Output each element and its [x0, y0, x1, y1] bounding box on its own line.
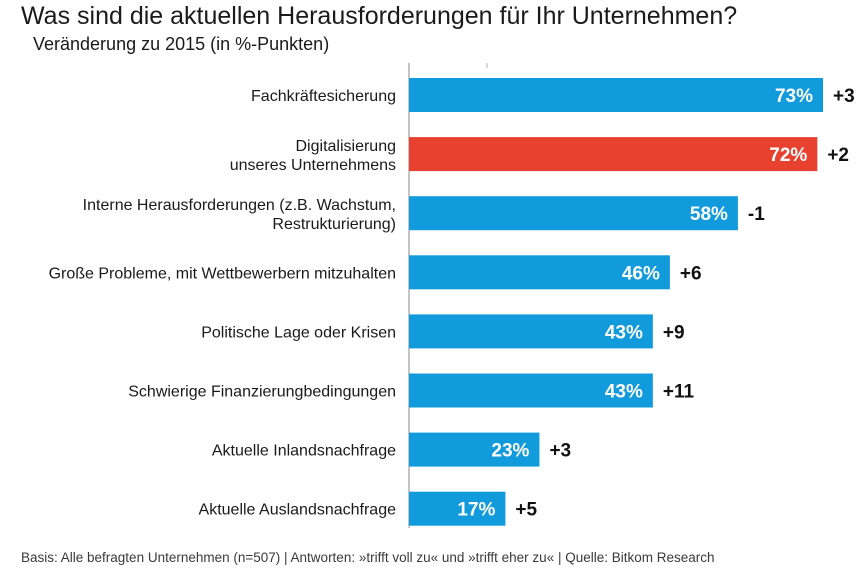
- category-label: Aktuelle Auslandsnachfrage: [199, 502, 397, 519]
- bar-value-label: 46%: [622, 263, 660, 284]
- bar-value-label: 23%: [491, 441, 529, 462]
- change-label: +11: [663, 382, 695, 403]
- chart-title: Was sind die aktuellen Herausforderungen…: [21, 2, 738, 30]
- category-label: Interne Herausforderungen (z.B. Wachstum…: [83, 197, 396, 214]
- bar-value-label: 73%: [775, 86, 813, 107]
- category-label: Schwierige Finanzierungbedingungen: [128, 384, 396, 401]
- bar: [409, 491, 506, 526]
- category-label: Große Probleme, mit Wettbewerbern mitzuh…: [49, 265, 396, 282]
- bar-value-label: 43%: [605, 322, 643, 343]
- change-label: -1: [748, 204, 765, 225]
- category-label: Digitalisierung: [296, 138, 397, 155]
- bar: [409, 137, 818, 172]
- bar-value-label: 17%: [457, 500, 495, 521]
- bar: [409, 314, 653, 349]
- bar-value-label: 43%: [605, 382, 643, 403]
- change-label: +9: [663, 322, 685, 343]
- category-label: Restrukturierung): [272, 216, 396, 233]
- bar: [409, 373, 653, 408]
- bar: [409, 432, 540, 467]
- category-label: unseres Unternehmens: [230, 157, 396, 174]
- chart-subtitle: Veränderung zu 2015 (in %-Punkten): [33, 34, 330, 54]
- bar-value-label: 72%: [769, 145, 807, 166]
- category-label: Aktuelle Inlandsnachfrage: [212, 443, 396, 460]
- change-label: +3: [833, 86, 855, 107]
- source-footnote: Basis: Alle befragten Unternehmen (n=507…: [21, 550, 715, 565]
- bar-value-label: 58%: [690, 204, 728, 225]
- change-label: +2: [827, 145, 849, 166]
- bar: [409, 255, 670, 290]
- change-label: +6: [680, 263, 702, 284]
- change-label: +5: [515, 500, 537, 521]
- category-label: Fachkräftesicherung: [251, 88, 396, 105]
- category-label: Politische Lage oder Krisen: [201, 324, 396, 341]
- change-label: +3: [549, 441, 571, 462]
- bar: [409, 196, 738, 231]
- bar: [409, 78, 823, 112]
